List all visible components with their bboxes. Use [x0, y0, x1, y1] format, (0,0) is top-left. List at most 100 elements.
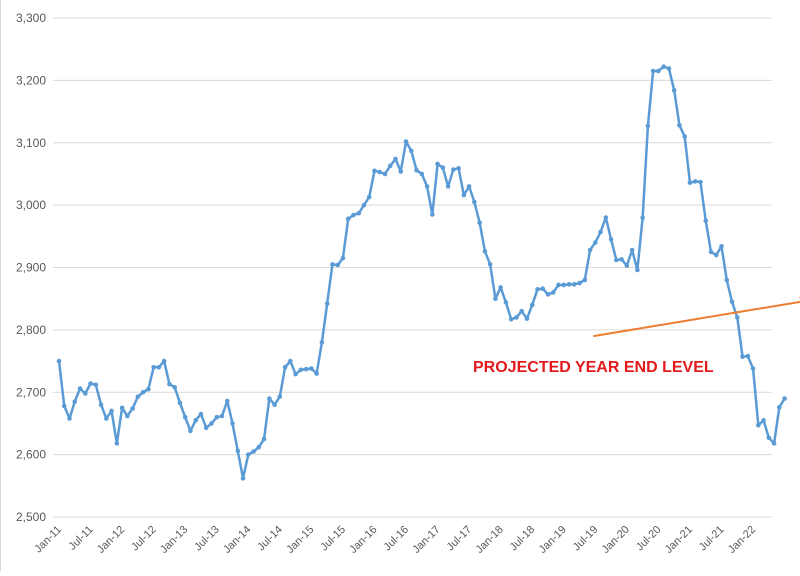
data-point [324, 301, 330, 306]
data-point [345, 216, 351, 222]
series-line [57, 65, 786, 480]
data-point [577, 280, 582, 286]
data-point [519, 308, 524, 314]
data-point [656, 68, 661, 74]
x-tick-label: Jan-15 [284, 524, 316, 556]
data-point [682, 134, 687, 139]
data-point [761, 418, 766, 423]
data-point [640, 215, 645, 220]
data-point [498, 285, 503, 290]
data-point [177, 400, 183, 406]
data-point [566, 282, 572, 287]
x-tick-label: Jul-20 [634, 524, 664, 554]
data-point [456, 166, 461, 171]
x-tick-label: Jan-13 [158, 524, 190, 556]
data-point [524, 316, 530, 321]
data-point [319, 340, 325, 345]
data-point [146, 386, 151, 392]
data-point [167, 381, 172, 387]
data-point [493, 296, 498, 301]
data-point [240, 476, 246, 481]
data-point [440, 165, 446, 170]
data-point [661, 64, 666, 69]
x-tick-label: Jan-16 [347, 524, 379, 556]
data-point [713, 252, 719, 258]
data-point [745, 353, 751, 359]
y-tick-label: 2,500 [16, 510, 46, 524]
x-axis-ticks: Jan-11 Jul-11 Jan-12 Jul-12 Jan-13 Jul-13 Jan-… [32, 524, 758, 556]
data-point [419, 171, 425, 177]
data-point [403, 139, 409, 144]
x-tick-label: Jul-17 [445, 524, 475, 554]
data-point [340, 255, 346, 261]
data-point [209, 421, 214, 426]
data-point [430, 212, 435, 217]
data-point [624, 263, 630, 268]
data-point [393, 156, 398, 162]
data-point [561, 282, 567, 288]
data-point [535, 287, 540, 292]
data-point [282, 365, 288, 370]
data-point [445, 184, 451, 189]
data-point [98, 402, 104, 408]
y-tick-label: 3,300 [16, 11, 46, 25]
data-point [756, 423, 761, 428]
data-point [61, 403, 67, 409]
data-point [119, 405, 125, 411]
data-point [219, 413, 225, 419]
data-point [408, 148, 414, 154]
data-point [750, 366, 756, 371]
x-tick-label: Jan-14 [221, 524, 253, 556]
y-tick-label: 3,100 [16, 136, 46, 150]
data-point [461, 192, 467, 198]
data-point [777, 404, 782, 410]
data-point [451, 167, 456, 172]
data-point [503, 300, 509, 305]
data-point [351, 212, 356, 218]
data-point [608, 237, 614, 242]
data-point [687, 180, 693, 185]
data-point [645, 123, 651, 129]
data-point [414, 167, 419, 173]
y-tick-label: 3,000 [16, 198, 46, 212]
x-tick-label: Jan-20 [600, 524, 632, 556]
data-point [635, 267, 640, 273]
y-tick-label: 2,700 [16, 385, 46, 399]
data-point [109, 408, 114, 414]
x-tick-label: Jul-14 [255, 524, 285, 554]
series-layer [56, 64, 787, 481]
data-point [466, 184, 472, 189]
x-tick-label: Jul-15 [318, 524, 348, 554]
x-tick-label: Jan-22 [726, 524, 758, 556]
data-point [188, 428, 193, 434]
data-point [529, 302, 535, 308]
data-point [508, 316, 514, 322]
gridlines [53, 17, 772, 518]
data-point [361, 202, 367, 208]
data-point [729, 299, 735, 305]
data-point [224, 398, 230, 404]
data-point [88, 381, 93, 386]
y-tick-label: 2,900 [16, 261, 46, 275]
data-point [708, 249, 714, 255]
data-point [235, 448, 241, 454]
data-point [293, 371, 298, 377]
data-point [214, 414, 220, 420]
data-point [671, 88, 677, 93]
data-point [267, 396, 272, 401]
data-point [261, 436, 267, 442]
data-point [435, 161, 440, 167]
x-tick-label: Jan-21 [663, 524, 695, 556]
y-tick-label: 3,200 [16, 73, 46, 87]
data-point [130, 406, 135, 411]
data-point [424, 184, 430, 189]
x-tick-label: Jan-12 [95, 524, 127, 556]
x-tick-label: Jul-13 [192, 524, 222, 554]
data-point [603, 215, 609, 220]
data-point [245, 452, 251, 457]
data-point [556, 282, 561, 288]
data-point [330, 262, 335, 267]
data-point [740, 354, 745, 360]
data-point [703, 218, 709, 224]
